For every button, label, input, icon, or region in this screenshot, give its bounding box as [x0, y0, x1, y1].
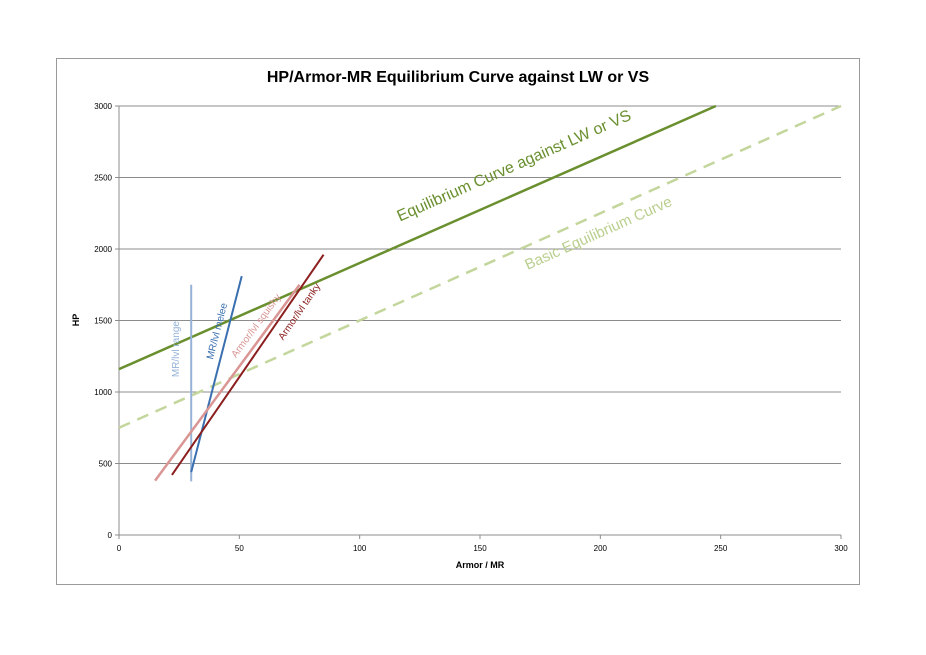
y-tick-label: 1000 — [94, 388, 112, 397]
series-line-1 — [118, 104, 842, 429]
y-tick-label: 0 — [108, 531, 113, 540]
y-axis-title: HP — [71, 314, 81, 327]
x-tick-label: 200 — [594, 544, 608, 553]
series-line-0 — [118, 104, 717, 371]
x-axis-title: Armor / MR — [456, 560, 505, 570]
y-tick-label: 500 — [99, 460, 113, 469]
series-label-1: Basic Equilibrium Curve — [522, 193, 674, 273]
chart-title: HP/Armor-MR Equilibrium Curve against LW… — [266, 69, 650, 86]
series-line-4 — [154, 284, 301, 482]
series-label-3: MR/lvl melee — [205, 302, 230, 361]
x-tick-label: 300 — [834, 544, 848, 553]
x-tick-label: 50 — [235, 544, 244, 553]
x-tick-label: 0 — [117, 544, 122, 553]
y-tick-label: 2000 — [94, 245, 112, 254]
series-label-2: MR/lvl range — [171, 321, 182, 378]
y-tick-label: 3000 — [94, 102, 112, 111]
y-tick-label: 2500 — [94, 174, 112, 183]
series-label-0: Equilibrium Curve against LW or VS — [395, 107, 634, 225]
chart-frame — [56, 58, 860, 585]
x-tick-label: 100 — [353, 544, 367, 553]
x-tick-label: 250 — [714, 544, 728, 553]
x-tick-label: 150 — [473, 544, 487, 553]
series-line-5 — [171, 254, 325, 476]
series-line-3 — [190, 275, 243, 473]
y-tick-label: 1500 — [94, 317, 112, 326]
